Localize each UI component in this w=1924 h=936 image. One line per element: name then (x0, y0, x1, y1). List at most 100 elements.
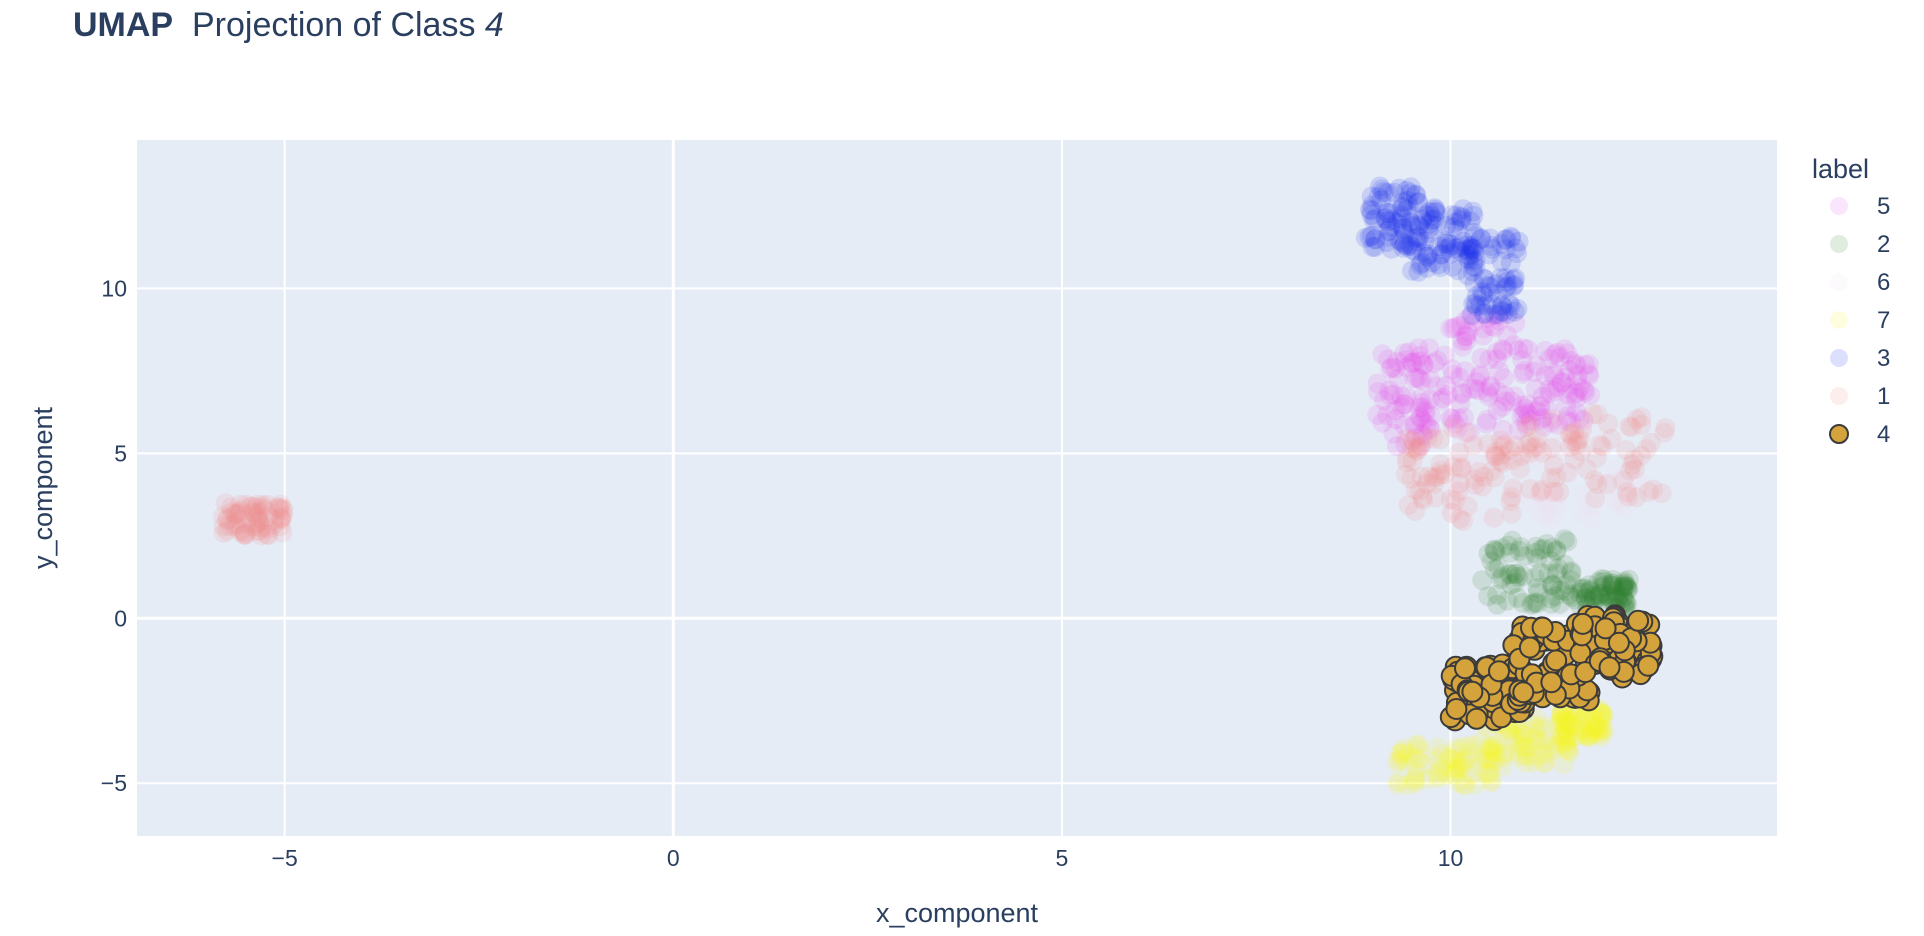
point-label-1 (1430, 454, 1451, 475)
point-label-1 (236, 513, 257, 534)
point-label-3 (1422, 252, 1443, 273)
point-label-7 (1488, 734, 1508, 755)
point-label-3 (1415, 205, 1436, 226)
point-label-3 (1477, 275, 1498, 296)
point-label-3 (1377, 211, 1398, 232)
point-label-4 (1512, 681, 1535, 704)
point-label-5 (1459, 422, 1480, 443)
point-label-5 (1554, 339, 1575, 360)
point-label-1 (1500, 491, 1521, 512)
point-label-7 (1555, 735, 1576, 756)
point-label-2 (1527, 582, 1548, 603)
point-label-1 (225, 503, 246, 524)
point-label-3 (1500, 253, 1521, 273)
point-label-5 (1512, 350, 1533, 371)
point-label-1 (1564, 422, 1585, 443)
point-label-7 (1523, 752, 1544, 773)
point-label-3 (1505, 268, 1526, 289)
point-label-5 (1393, 394, 1414, 415)
point-label-1 (1586, 447, 1607, 468)
legend-item-6[interactable]: 6 (1830, 269, 1890, 296)
point-label-3 (1359, 226, 1380, 247)
point-label-7 (1440, 748, 1461, 769)
point-label-2 (1542, 574, 1563, 595)
point-label-7 (1551, 703, 1572, 724)
point-label-1 (1511, 446, 1531, 467)
legend-item-1[interactable]: 1 (1830, 383, 1890, 410)
point-label-5 (1524, 361, 1545, 382)
point-label-3 (1450, 241, 1470, 262)
point-label-3 (1362, 195, 1383, 216)
point-label-3 (1447, 219, 1468, 240)
point-label-3 (1363, 210, 1384, 231)
point-label-3 (1480, 228, 1501, 249)
point-label-5 (1535, 365, 1556, 386)
point-label-3 (1426, 215, 1446, 236)
point-label-1 (1597, 474, 1618, 495)
point-label-5 (1455, 325, 1476, 346)
point-label-3 (1504, 301, 1525, 322)
point-label-3 (1393, 192, 1414, 212)
point-label-3 (1507, 243, 1527, 263)
point-label-7 (1407, 734, 1428, 755)
point-label-6 (1489, 453, 1510, 474)
point-label-5 (1504, 386, 1525, 407)
point-label-5 (1556, 410, 1577, 431)
point-label-7 (1551, 703, 1572, 724)
point-label-1 (1566, 434, 1587, 455)
point-label-5 (1487, 349, 1508, 370)
point-label-6 (1534, 483, 1555, 504)
point-label-1 (1402, 430, 1423, 451)
point-label-1 (1598, 413, 1619, 434)
point-label-1 (1654, 422, 1675, 443)
point-label-7 (1446, 742, 1466, 762)
point-label-1 (213, 522, 234, 543)
point-label-3 (1500, 295, 1521, 316)
point-label-3 (1445, 212, 1466, 233)
legend-marker (1829, 424, 1849, 444)
point-label-1 (1490, 450, 1511, 471)
point-label-7 (1492, 756, 1513, 777)
point-label-3 (1401, 235, 1422, 256)
point-label-5 (1517, 394, 1538, 415)
legend-item-5[interactable]: 5 (1830, 193, 1890, 220)
point-label-5 (1513, 404, 1534, 425)
point-label-3 (1453, 231, 1473, 252)
point-label-7 (1409, 740, 1430, 760)
point-label-3 (1414, 231, 1435, 252)
point-label-1 (251, 517, 272, 538)
point-label-6 (1454, 506, 1475, 527)
legend-item-7[interactable]: 7 (1830, 307, 1890, 334)
legend-item-2[interactable]: 2 (1830, 231, 1890, 258)
point-label-1 (1540, 468, 1561, 489)
point-label-3 (1365, 229, 1386, 250)
point-label-1 (1403, 431, 1424, 452)
point-label-3 (1406, 241, 1426, 262)
point-label-5 (1544, 344, 1565, 365)
point-label-5 (1478, 386, 1499, 407)
point-label-7 (1409, 748, 1430, 769)
point-label-1 (1445, 490, 1466, 511)
point-label-5 (1551, 372, 1572, 392)
point-label-7 (1392, 748, 1413, 769)
point-label-1 (258, 525, 279, 545)
y-axis-title: y_component (28, 406, 58, 569)
point-label-6 (1478, 443, 1499, 464)
point-label-3 (1419, 213, 1440, 234)
point-label-3 (1461, 238, 1482, 259)
point-label-3 (1463, 293, 1484, 314)
point-label-6 (1443, 499, 1464, 519)
point-label-7 (1552, 725, 1572, 746)
point-label-5 (1410, 345, 1430, 366)
point-label-6 (1457, 452, 1477, 473)
legend-item-4[interactable]: 4 (1829, 421, 1890, 448)
point-label-7 (1478, 749, 1498, 770)
point-label-2 (1525, 592, 1546, 613)
point-label-3 (1361, 225, 1382, 246)
point-label-5 (1551, 373, 1572, 394)
legend-item-3[interactable]: 3 (1830, 345, 1890, 372)
point-label-7 (1561, 717, 1582, 738)
point-label-1 (1490, 430, 1511, 451)
point-label-1 (219, 515, 240, 536)
legend-marker (1830, 349, 1848, 367)
